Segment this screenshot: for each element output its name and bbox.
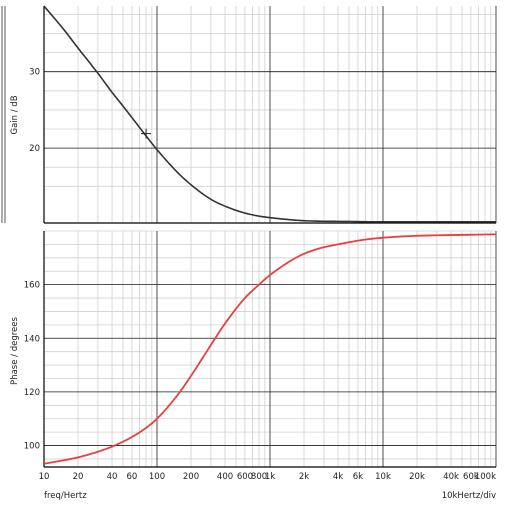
x-tick-label: 4k <box>333 472 343 482</box>
x-tick-label: 40k <box>443 472 459 482</box>
gain-grid <box>43 6 497 224</box>
x-tick-label: 20k <box>409 472 425 482</box>
x-tick-label: 10 <box>39 472 50 482</box>
x-tick-label: 400 <box>217 472 233 482</box>
curves <box>43 5 497 465</box>
plot-frame <box>1 6 6 223</box>
x-tick-label: 800 <box>251 472 267 482</box>
x-tick-label: 600 <box>237 472 253 482</box>
x-tick-label: 6k <box>353 472 363 482</box>
phase-grid <box>43 230 497 468</box>
x-tick-label: 20 <box>73 472 84 482</box>
y-tick-label: 100 <box>24 442 40 452</box>
x-tick-label: 2k <box>299 472 309 482</box>
x-tick-label: 100k <box>475 472 496 482</box>
y-tick-label: 140 <box>24 334 40 344</box>
x-tick-label: 200 <box>183 472 199 482</box>
gain-axis-label: Gain / dB <box>10 95 20 134</box>
x-tick-label: 1k <box>265 472 275 482</box>
x-tick-label: 10k <box>375 472 391 482</box>
phase-axis-label: Phase / degrees <box>10 317 20 385</box>
x-tick-label: 40 <box>107 472 118 482</box>
x-tick-label: 60 <box>127 472 138 482</box>
x-tick-label: 100 <box>149 472 165 482</box>
axis-labels: Gain / dB Phase / degrees freq/Hertz 10k… <box>10 95 496 501</box>
y-tick-label: 160 <box>24 281 40 291</box>
crosshair-marker <box>141 128 152 139</box>
y-tick-label: 20 <box>29 144 40 154</box>
phase-curve <box>43 233 497 465</box>
frequency-axis-label: freq/Hertz <box>44 491 87 501</box>
y-tick-label: 30 <box>29 68 40 78</box>
gain-curve <box>43 5 496 223</box>
y-tick-label: 120 <box>24 388 40 398</box>
x-tick-label: 60k <box>463 472 479 482</box>
division-label: 10kHertz/div <box>442 491 496 501</box>
